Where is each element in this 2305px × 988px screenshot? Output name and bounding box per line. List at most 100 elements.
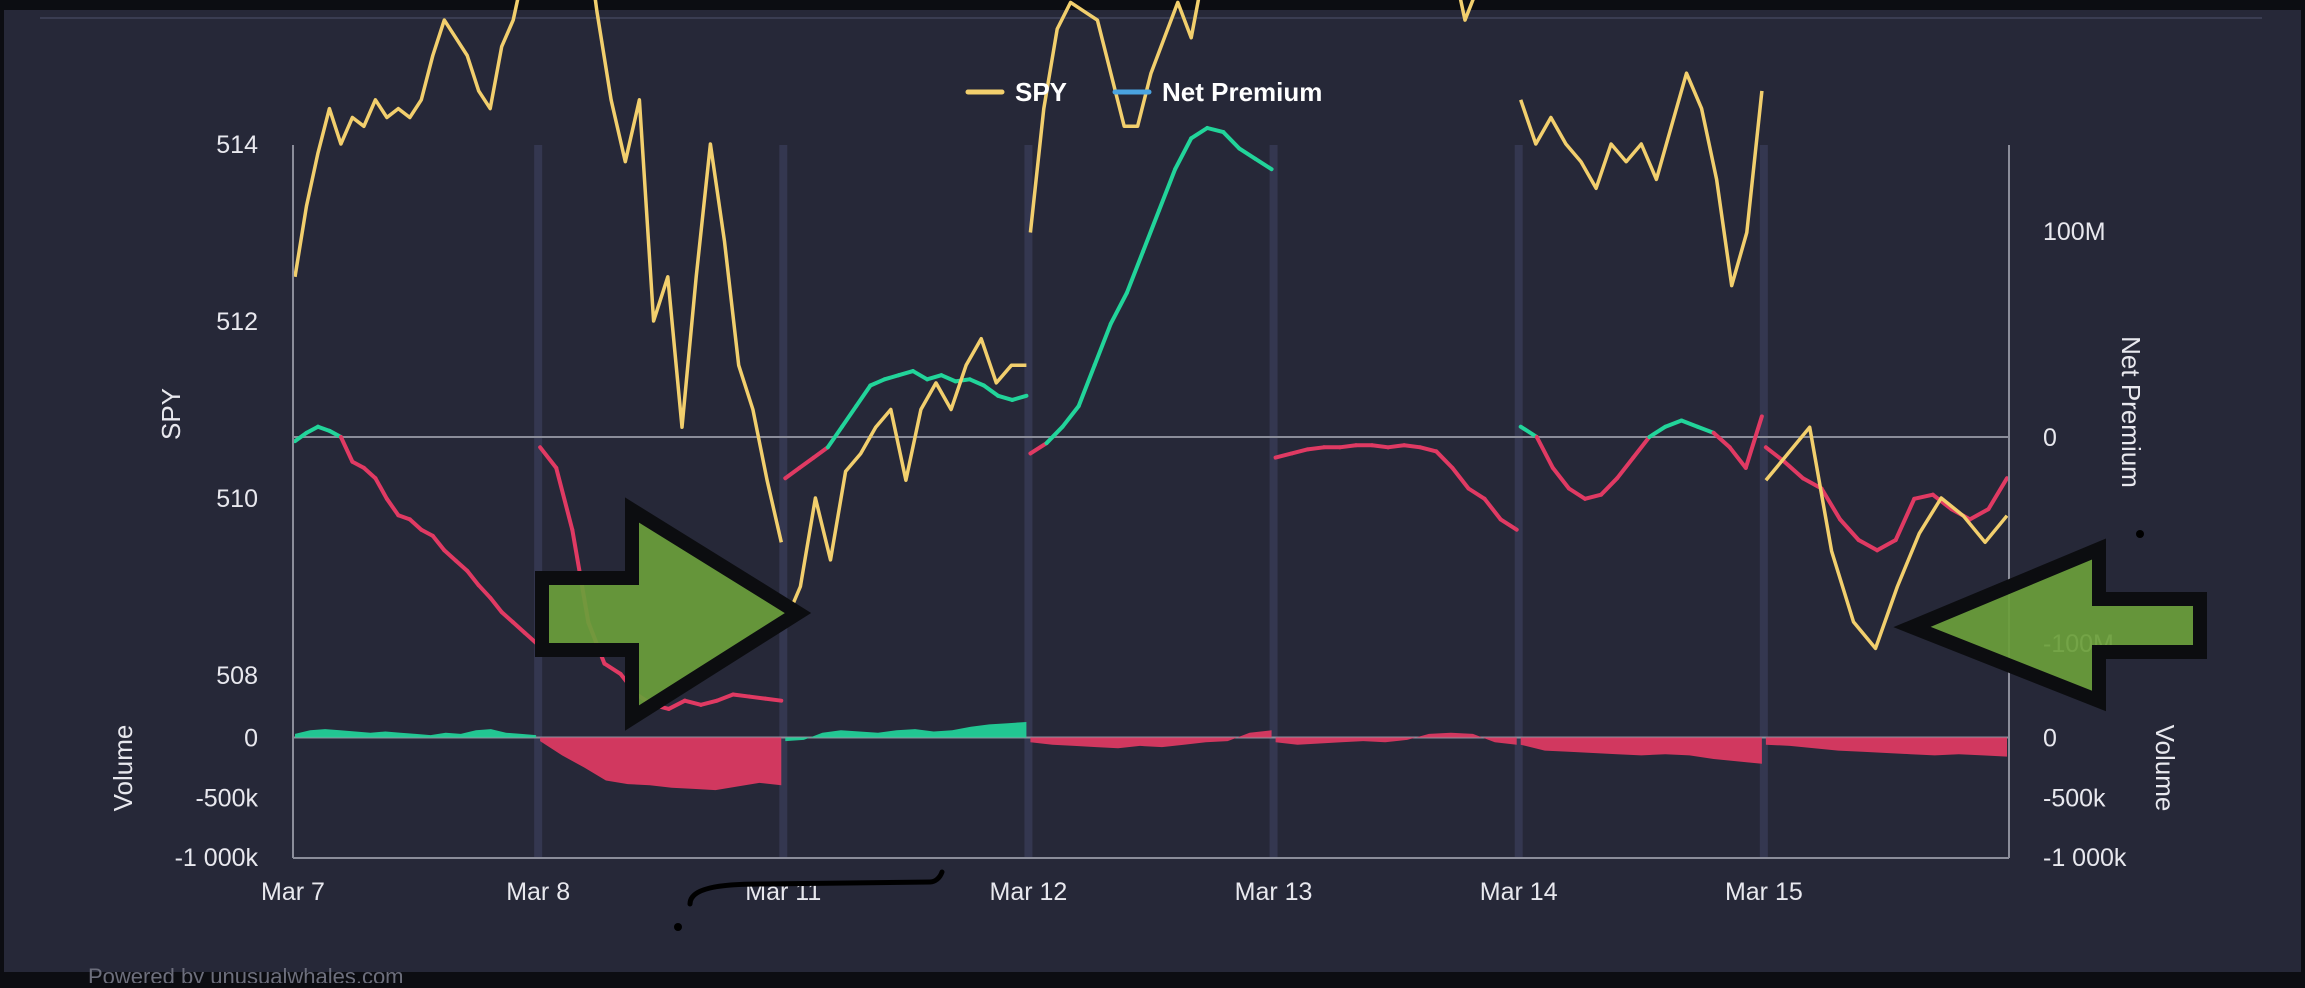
day-separator: [1269, 145, 1278, 858]
net-premium-segment: [1663, 418, 1684, 429]
premium-tick-label: 0: [2043, 424, 2057, 452]
volume-area: [1765, 737, 2007, 757]
pen-dot: [674, 923, 682, 931]
pen-scribble: [687, 869, 945, 907]
net-premium-segment: [1253, 156, 1274, 172]
net-premium-segment: [1221, 130, 1242, 151]
volume-tick-label-right: -1 000k: [2043, 844, 2127, 872]
volume-tick-label-left: -1 000k: [175, 844, 259, 872]
net-premium-segment: [1434, 449, 1455, 470]
spy-tick-label: 508: [216, 662, 258, 690]
net-premium-segment: [797, 455, 816, 470]
net-premium-segment: [1173, 136, 1194, 172]
spy-tick-label: 514: [216, 131, 258, 159]
net-premium-segment: [1466, 486, 1487, 501]
net-premium-segment: [1337, 443, 1358, 450]
net-premium-segment: [682, 698, 703, 707]
x-tick-label: Mar 13: [1235, 878, 1313, 906]
net-premium-segment: [939, 373, 958, 384]
x-tick-label: Mar 12: [990, 878, 1068, 906]
spy-line: [1028, 0, 1201, 233]
net-premium-segment: [1518, 424, 1539, 439]
net-premium-segment: [1305, 445, 1326, 452]
net-premium-segment: [1060, 404, 1081, 429]
net-premium-segment: [1205, 126, 1226, 135]
net-premium-segment: [1044, 424, 1065, 446]
net-premium-segment: [1743, 414, 1764, 470]
net-premium-segment: [1273, 451, 1294, 460]
net-premium-segment: [825, 424, 845, 450]
net-premium-segment: [1289, 447, 1310, 456]
net-premium-segment: [1856, 538, 1880, 553]
spy-line: [1519, 71, 1764, 288]
net-premium-segment: [698, 698, 719, 707]
net-premium-segment: [1615, 455, 1636, 481]
spy-line: [593, 0, 784, 543]
net-premium-segment: [522, 630, 539, 645]
net-premium-segment: [854, 383, 873, 409]
net-premium-segment: [304, 424, 320, 435]
net-premium-segment: [1912, 492, 1935, 501]
x-tick-label: Mar 7: [261, 878, 325, 906]
net-premium-segment: [511, 620, 527, 635]
volume-area: [1030, 730, 1272, 749]
net-premium-segment: [925, 373, 944, 382]
net-premium-segment: [488, 595, 504, 615]
net-premium-segment: [1237, 146, 1258, 161]
net-premium-segment: [1189, 126, 1210, 141]
chart-panel: [4, 10, 2301, 972]
net-premium-segment: [361, 465, 378, 481]
volume-axis-title-right: Volume: [2150, 725, 2180, 812]
net-premium-segment: [1534, 435, 1555, 470]
volume-area: [785, 722, 1027, 742]
net-premium-segment: [1838, 517, 1861, 542]
net-premium-segment: [396, 513, 412, 522]
net-premium-segment: [1076, 362, 1097, 409]
day-separator: [534, 145, 543, 858]
net-premium-segment: [1418, 445, 1439, 454]
net-premium-segment: [293, 430, 309, 444]
day-separator: [1514, 145, 1523, 858]
x-tick-label: Mar 8: [506, 878, 570, 906]
net-premium-segment: [554, 465, 575, 532]
net-premium-segment: [1875, 538, 1898, 553]
premium-tick-label: 100M: [2043, 218, 2106, 246]
spy-line: [293, 0, 520, 278]
net-premium-segment: [981, 383, 1001, 398]
day-separator: [779, 145, 788, 858]
net-premium-segment: [1631, 435, 1652, 460]
volume-area: [1520, 737, 1762, 764]
net-premium-segment: [1986, 476, 2009, 512]
net-premium-segment: [1583, 492, 1604, 501]
spy-line: [1764, 425, 2009, 651]
net-premium-segment: [1782, 459, 1805, 481]
legend[interactable]: SPY Net Premium: [965, 77, 1322, 107]
net-premium-segment: [453, 558, 470, 573]
volume-area: [1275, 732, 1517, 745]
net-premium-segment: [996, 393, 1015, 402]
net-premium-segment: [315, 424, 332, 433]
net-premium-segment: [1370, 443, 1391, 450]
net-premium-segment: [783, 465, 802, 481]
net-premium-segment: [1967, 507, 1991, 522]
net-premium-segment: [811, 445, 830, 460]
net-premium-segment: [714, 692, 736, 703]
net-premium-segment: [1124, 249, 1145, 295]
volume-tick-label-right: -500k: [2043, 784, 2106, 812]
footer-text: Powered by unusualwhales.com: [88, 964, 404, 983]
left-pointing-arrow-icon: [1893, 538, 2207, 712]
volume-tick-label-left: -500k: [195, 784, 258, 812]
legend-label: Net Premium: [1162, 77, 1322, 107]
net-premium-segment: [1092, 321, 1113, 367]
net-premium-segment: [1550, 465, 1571, 491]
volume-tick-label-left: 0: [244, 725, 258, 753]
net-premium-segment: [476, 583, 493, 600]
spy-tick-label: 512: [216, 308, 258, 336]
net-premium-segment: [1108, 290, 1129, 326]
spy-series: [293, 0, 2009, 651]
spy-line: [783, 336, 1027, 623]
net-premium-segment: [1566, 486, 1588, 501]
net-premium-segment: [896, 369, 915, 378]
